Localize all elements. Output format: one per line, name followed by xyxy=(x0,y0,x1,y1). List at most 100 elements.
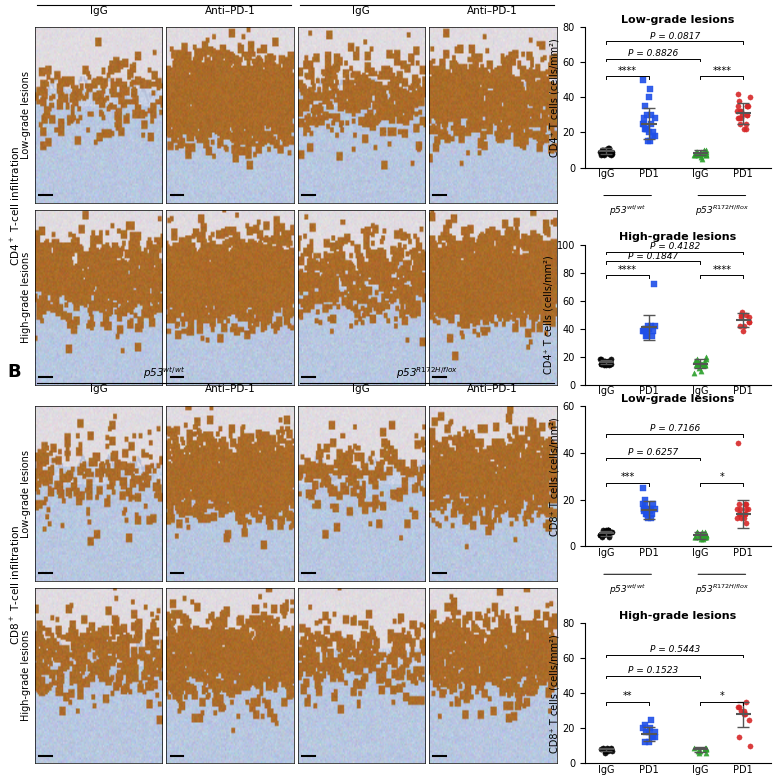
Point xyxy=(697,147,709,160)
Point xyxy=(737,325,749,337)
Point xyxy=(600,524,612,536)
Point xyxy=(600,356,612,369)
Point xyxy=(700,743,712,756)
Point xyxy=(596,147,608,160)
Point xyxy=(698,359,711,371)
Point xyxy=(689,531,701,543)
Point xyxy=(694,147,707,160)
Point xyxy=(693,362,705,374)
Point xyxy=(646,731,658,743)
Point xyxy=(699,353,711,366)
Point xyxy=(640,123,653,135)
Point xyxy=(604,526,616,539)
Point xyxy=(701,742,713,754)
Point xyxy=(604,357,616,370)
Text: p53$^{R172H/flox}$: p53$^{R172H/flox}$ xyxy=(694,583,749,597)
Point xyxy=(695,146,708,158)
Point xyxy=(735,705,747,717)
Text: p53$^{R172H/flox}$: p53$^{R172H/flox}$ xyxy=(694,421,749,435)
Point xyxy=(606,146,618,158)
Point xyxy=(699,351,711,363)
Point xyxy=(603,359,615,371)
Text: ****: **** xyxy=(618,66,637,76)
Point xyxy=(639,100,652,113)
Point xyxy=(639,719,651,731)
Point xyxy=(601,356,613,369)
Point xyxy=(598,526,611,539)
Point xyxy=(688,149,701,161)
Point xyxy=(636,498,649,511)
Text: P = 0.1847: P = 0.1847 xyxy=(629,251,678,261)
Point xyxy=(743,740,756,752)
Point xyxy=(735,512,747,525)
Point xyxy=(600,526,612,539)
Point xyxy=(732,507,745,520)
Point xyxy=(646,130,659,143)
Point xyxy=(595,357,608,370)
Point xyxy=(594,146,606,158)
Point xyxy=(598,144,611,157)
Point xyxy=(698,531,710,543)
Point xyxy=(602,355,615,367)
Point xyxy=(649,319,661,332)
Point xyxy=(640,330,653,342)
Point xyxy=(601,144,614,157)
Point xyxy=(604,355,616,367)
Text: A: A xyxy=(8,0,22,2)
Point xyxy=(742,100,754,113)
Text: p53$^{wt/wt}$: p53$^{wt/wt}$ xyxy=(609,421,646,435)
Text: p53$^{wt/wt}$: p53$^{wt/wt}$ xyxy=(143,0,185,2)
Point xyxy=(689,355,701,367)
Point xyxy=(596,146,608,158)
Text: p53$^{R172H/flox}$: p53$^{R172H/flox}$ xyxy=(694,204,749,218)
Point xyxy=(645,713,657,726)
Point xyxy=(606,147,618,160)
Point xyxy=(598,149,610,161)
Point xyxy=(641,109,653,121)
Point xyxy=(739,708,751,720)
Text: p53$^{R172H/flox}$: p53$^{R172H/flox}$ xyxy=(396,366,458,381)
Point xyxy=(700,146,712,158)
Point xyxy=(732,100,745,113)
Point xyxy=(738,512,750,525)
Text: P = 0.4182: P = 0.4182 xyxy=(649,242,700,251)
Point xyxy=(699,526,711,539)
Point xyxy=(700,149,712,161)
Text: **: ** xyxy=(623,691,632,702)
Point xyxy=(732,498,745,511)
Point xyxy=(594,529,607,541)
Point xyxy=(606,526,618,539)
Point xyxy=(637,325,649,337)
Point xyxy=(596,144,608,157)
Point xyxy=(637,482,649,494)
Point xyxy=(644,135,656,147)
Point xyxy=(691,526,704,539)
Point xyxy=(595,531,608,543)
Point xyxy=(698,531,711,543)
Point xyxy=(594,149,607,161)
Point xyxy=(698,359,711,371)
Point xyxy=(640,726,653,738)
Point xyxy=(734,503,746,515)
Point xyxy=(644,82,656,95)
Point xyxy=(649,726,661,738)
Point xyxy=(638,503,650,515)
Text: High-grade lesions: High-grade lesions xyxy=(21,630,31,721)
Point xyxy=(604,149,617,161)
Point xyxy=(598,526,610,539)
Y-axis label: CD4⁺ T cells (cells/mm²): CD4⁺ T cells (cells/mm²) xyxy=(544,255,554,374)
Point xyxy=(649,503,661,515)
Point xyxy=(642,135,655,147)
Point xyxy=(603,142,615,154)
Point xyxy=(646,330,659,342)
Point xyxy=(739,498,752,511)
Point xyxy=(596,146,608,158)
Point xyxy=(691,355,703,367)
Point xyxy=(699,742,711,754)
Point xyxy=(732,88,744,100)
Point xyxy=(733,701,746,713)
Point xyxy=(696,529,708,541)
Point xyxy=(604,743,617,756)
Point xyxy=(643,503,656,515)
Point xyxy=(692,149,704,161)
